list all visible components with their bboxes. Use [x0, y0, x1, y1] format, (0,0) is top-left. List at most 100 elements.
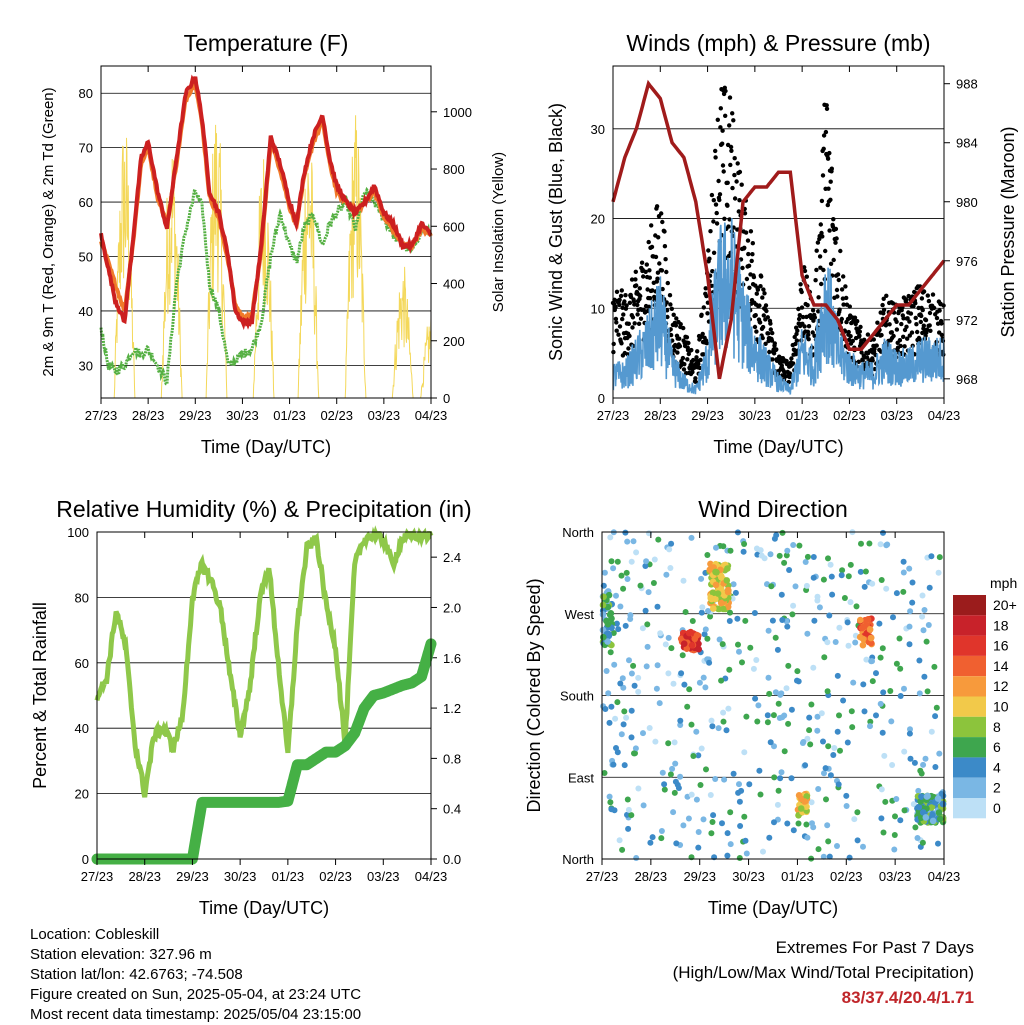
gust-point — [819, 230, 824, 236]
gust-point — [728, 144, 734, 150]
direction-point — [624, 538, 631, 545]
gust-point — [638, 316, 644, 321]
gust-point — [935, 321, 941, 326]
direction-point — [710, 605, 717, 612]
gust-point — [713, 155, 718, 160]
gust-point — [797, 313, 802, 318]
direction-point — [901, 807, 908, 814]
direction-point — [624, 576, 631, 582]
gust-point — [810, 308, 816, 313]
direction-point — [919, 613, 926, 620]
x-tick-label: 29/23 — [691, 408, 724, 423]
direction-point — [693, 796, 700, 803]
direction-point — [640, 730, 646, 737]
direction-point — [741, 541, 748, 547]
gust-point — [765, 315, 770, 320]
direction-point — [767, 739, 774, 746]
direction-point — [919, 839, 926, 846]
direction-point — [667, 771, 674, 778]
gust-point — [787, 371, 793, 376]
direction-point — [644, 643, 651, 650]
direction-point — [645, 589, 652, 596]
gust-point — [730, 111, 735, 116]
gust-point — [698, 357, 703, 363]
direction-point — [659, 769, 666, 776]
gust-point — [742, 211, 748, 216]
direction-point — [934, 795, 942, 802]
direction-point — [807, 741, 814, 748]
y-right-tick-label: 2.4 — [443, 550, 461, 565]
chart-title: Temperature (F) — [184, 30, 349, 56]
direction-point — [695, 844, 702, 851]
gust-point — [823, 129, 829, 135]
direction-point — [848, 708, 855, 715]
gust-point — [729, 148, 734, 153]
gust-point — [813, 278, 818, 283]
chart-title: Relative Humidity (%) & Precipitation (i… — [56, 496, 471, 522]
direction-point — [724, 565, 731, 572]
gust-point — [855, 319, 860, 324]
direction-point — [698, 609, 705, 616]
gust-point — [918, 319, 923, 325]
direction-point — [612, 715, 619, 722]
direction-point — [779, 529, 786, 536]
gust-point — [682, 362, 687, 367]
x-tick-label: 03/23 — [880, 408, 913, 423]
direction-point — [863, 656, 870, 663]
gust-point — [711, 250, 717, 255]
direction-point — [906, 623, 913, 630]
direction-point — [665, 634, 672, 641]
direction-point — [928, 804, 935, 811]
gust-point — [739, 182, 744, 187]
gust-point — [643, 269, 648, 274]
direction-point — [831, 745, 838, 751]
gust-point — [848, 334, 853, 339]
gust-point — [721, 169, 726, 174]
direction-point — [683, 645, 691, 652]
y-tick-label: West — [565, 607, 595, 622]
direction-point — [670, 680, 677, 687]
direction-point — [675, 785, 682, 791]
direction-point — [685, 815, 692, 822]
direction-point — [713, 544, 719, 551]
direction-point — [814, 713, 821, 720]
gust-point — [793, 341, 798, 347]
plot-frame-3 — [601, 531, 945, 860]
gust-point — [889, 330, 894, 335]
gust-point — [774, 347, 779, 352]
direction-point — [691, 635, 699, 643]
direction-point — [906, 730, 913, 737]
direction-point — [613, 620, 620, 627]
x-tick-label: 03/23 — [879, 869, 912, 884]
direction-point — [893, 590, 900, 597]
direction-point — [720, 709, 727, 716]
extremes-subtitle: (High/Low/Max Wind/Total Precipitation) — [672, 963, 974, 982]
direction-point — [928, 553, 935, 560]
gust-point — [646, 239, 651, 245]
direction-point — [605, 591, 613, 599]
direction-point — [633, 549, 640, 556]
direction-point — [901, 748, 908, 755]
gust-point — [798, 282, 803, 287]
x-tick-label: 03/23 — [367, 869, 400, 884]
direction-point — [747, 644, 754, 651]
y-tick-label: North — [562, 852, 594, 867]
direction-point — [760, 848, 766, 855]
gust-point — [816, 309, 821, 314]
direction-point — [801, 798, 808, 805]
direction-point — [700, 674, 707, 681]
direction-point — [646, 725, 653, 731]
gust-point — [839, 316, 844, 322]
direction-point — [779, 617, 786, 623]
direction-point — [775, 787, 782, 794]
direction-point — [806, 727, 813, 734]
gust-point — [656, 235, 661, 240]
series-2m-t — [99, 74, 433, 331]
direction-point — [932, 764, 939, 770]
gust-point — [714, 221, 720, 226]
y-tick-label: 30 — [591, 122, 605, 137]
gust-point — [751, 274, 757, 280]
gust-point — [894, 319, 899, 324]
direction-point — [808, 701, 815, 708]
direction-point — [803, 821, 810, 828]
